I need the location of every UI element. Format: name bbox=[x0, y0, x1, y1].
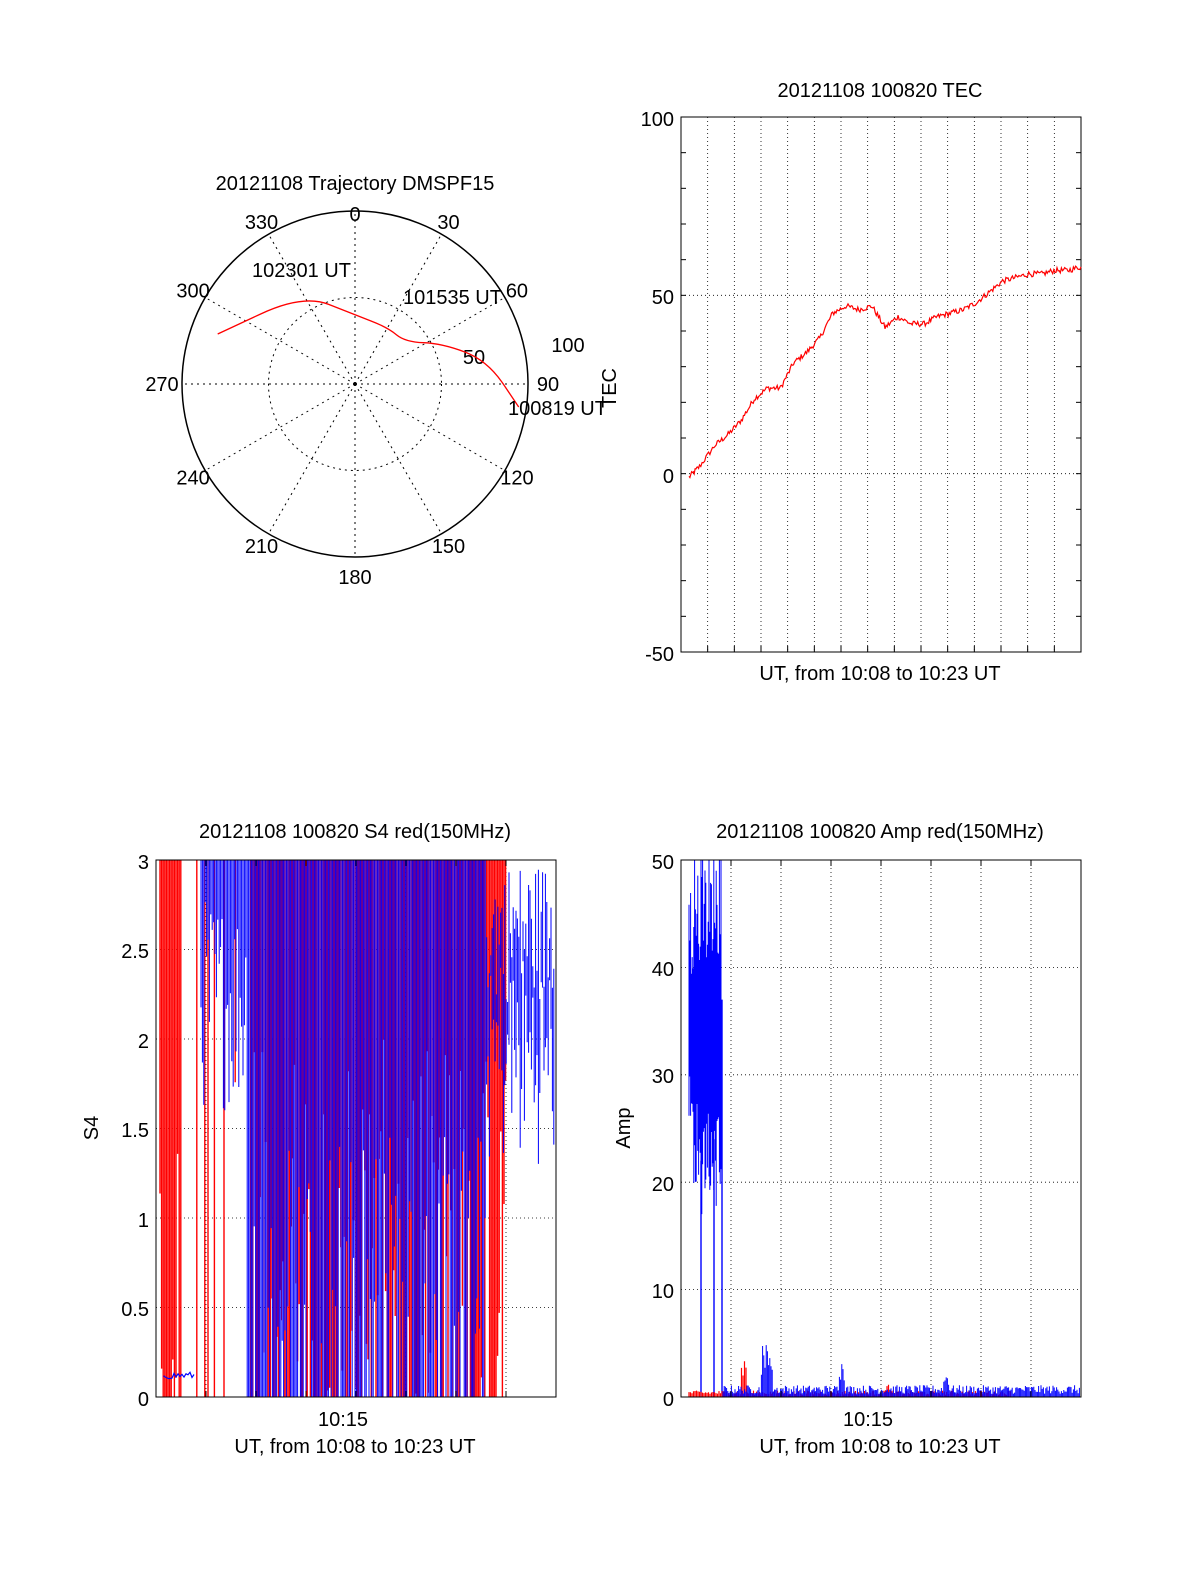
amp-ylabel: Amp bbox=[613, 1107, 635, 1148]
amp-title: 20121108 100820 Amp red(150MHz) bbox=[716, 821, 1044, 843]
amp-plot-frame bbox=[680, 859, 1082, 1398]
amp-blue-burst bbox=[688, 860, 722, 1215]
trajectory-polar-chart: 20121108 Trajectory DMSPF15 0 30 60 90 120 15… bbox=[145, 173, 621, 589]
amp-ytick-0: 0 bbox=[663, 1389, 674, 1411]
s4-ytick-0: 0 bbox=[138, 1389, 149, 1411]
amp-blue-noise bbox=[722, 1345, 1080, 1397]
polar-title: 20121108 Trajectory DMSPF15 bbox=[216, 173, 495, 195]
polar-angle-label-150: 150 bbox=[432, 536, 465, 558]
amp-ytick-40: 40 bbox=[652, 959, 674, 981]
tec-ytick-50: 50 bbox=[652, 287, 674, 309]
tec-ytick-100: 100 bbox=[641, 109, 674, 131]
amp-ytick-10: 10 bbox=[652, 1281, 674, 1303]
amp-ytick-50: 50 bbox=[652, 852, 674, 874]
s4-chart: 20121108 100820 S4 red(150MHz) 3 2.5 2 1… bbox=[81, 821, 557, 1458]
polar-radius-label-100: 100 bbox=[551, 335, 584, 357]
amp-blue-drops bbox=[700, 999, 723, 1397]
polar-angle-label-120: 120 bbox=[500, 468, 533, 490]
s4-ytick-3: 3 bbox=[138, 852, 149, 874]
s4-series-blue bbox=[163, 860, 555, 1397]
polar-angle-labels: 0 30 60 90 120 150 180 210 240 270 300 330 bbox=[145, 204, 559, 589]
amp-minor-ticks bbox=[730, 860, 1032, 1397]
polar-angle-label-180: 180 bbox=[338, 567, 371, 589]
polar-angle-label-0: 0 bbox=[349, 204, 360, 226]
s4-ytick-1-5: 1.5 bbox=[121, 1120, 149, 1142]
amp-ytick-30: 30 bbox=[652, 1066, 674, 1088]
amp-ytick-20: 20 bbox=[652, 1174, 674, 1196]
polar-outer-ring bbox=[181, 210, 529, 558]
s4-ytick-2: 2 bbox=[138, 1031, 149, 1053]
polar-spoke-120 bbox=[354, 383, 506, 471]
polar-angle-label-240: 240 bbox=[176, 468, 209, 490]
s4-ylabel: S4 bbox=[81, 1116, 103, 1140]
tec-plot-frame bbox=[680, 116, 1082, 653]
tec-xlabel: UT, from 10:08 to 10:23 UT bbox=[759, 663, 1000, 685]
tec-title: 20121108 100820 TEC bbox=[778, 80, 983, 102]
tec-grid bbox=[681, 117, 1081, 652]
polar-angle-label-300: 300 bbox=[176, 281, 209, 303]
tec-ytick-0: 0 bbox=[663, 466, 674, 488]
annotation-end-time: 102301 UT bbox=[252, 260, 351, 282]
s4-minor-ticks bbox=[205, 860, 507, 1397]
polar-spoke-300 bbox=[204, 297, 356, 385]
s4-xtick-1015: 10:15 bbox=[318, 1409, 368, 1431]
polar-spoke-240 bbox=[204, 383, 356, 471]
polar-spoke-210 bbox=[268, 383, 356, 535]
polar-spoke-30 bbox=[354, 233, 442, 385]
trajectory-track bbox=[217, 300, 520, 408]
polar-angle-label-210: 210 bbox=[245, 536, 278, 558]
s4-ytick-0-5: 0.5 bbox=[121, 1299, 149, 1321]
tec-ytick-minus50: -50 bbox=[645, 644, 674, 666]
amp-chart: 20121108 100820 Amp red(150MHz) 50 40 30… bbox=[613, 821, 1082, 1458]
s4-plot-frame bbox=[155, 859, 557, 1398]
polar-grid bbox=[181, 210, 529, 558]
polar-inner-ring bbox=[268, 297, 442, 471]
polar-spoke-330 bbox=[268, 233, 356, 385]
polar-angle-label-60: 60 bbox=[506, 281, 528, 303]
amp-xtick-1015: 10:15 bbox=[843, 1409, 893, 1431]
polar-angle-label-330: 330 bbox=[245, 212, 278, 234]
s4-ytick-1: 1 bbox=[138, 1210, 149, 1232]
s4-blue-low-trace bbox=[163, 1371, 195, 1380]
annotation-mid-time: 101535 UT bbox=[403, 287, 502, 309]
tec-minor-ticks bbox=[681, 116, 1081, 653]
amp-xlabel: UT, from 10:08 to 10:23 UT bbox=[759, 1436, 1000, 1458]
amp-grid bbox=[681, 860, 1081, 1397]
polar-radius-label-50: 50 bbox=[463, 347, 485, 369]
s4-xlabel: UT, from 10:08 to 10:23 UT bbox=[234, 1436, 475, 1458]
amp-series bbox=[688, 860, 1080, 1397]
s4-ytick-2-5: 2.5 bbox=[121, 941, 149, 963]
polar-angle-label-90: 90 bbox=[537, 374, 559, 396]
polar-spoke-150 bbox=[354, 383, 442, 535]
tec-series-red bbox=[688, 265, 1082, 479]
s4-title: 20121108 100820 S4 red(150MHz) bbox=[199, 821, 511, 843]
polar-angle-label-270: 270 bbox=[145, 374, 178, 396]
polar-spoke-60 bbox=[354, 297, 506, 385]
tec-chart: 20121108 100820 TEC 100 50 0 -50 UT, fro… bbox=[641, 80, 1082, 685]
tec-axis-label: TEC bbox=[599, 368, 621, 408]
annotation-start-time: 100819 UT bbox=[508, 398, 607, 420]
s4-blue-spikes bbox=[200, 860, 555, 1397]
polar-angle-label-30: 30 bbox=[437, 212, 459, 234]
